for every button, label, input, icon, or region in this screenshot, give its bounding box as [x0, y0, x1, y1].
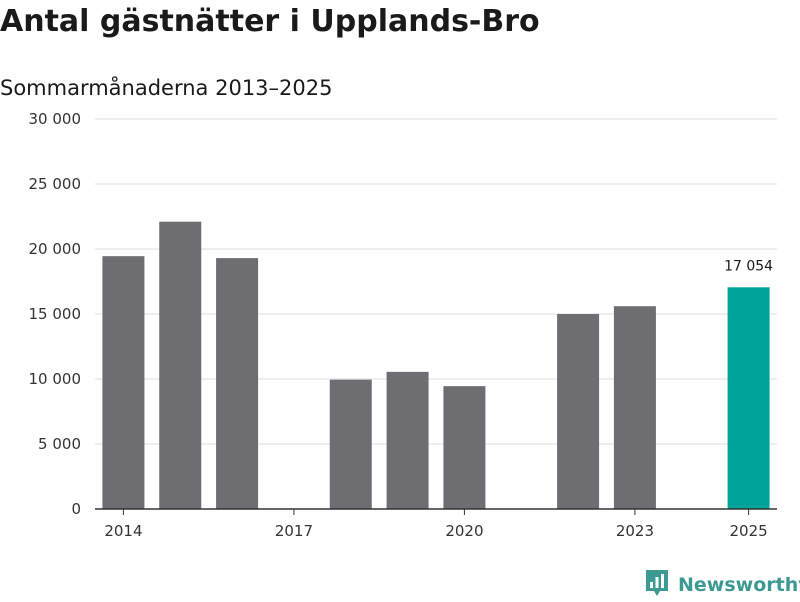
y-tick-label: 20 000: [29, 240, 82, 258]
newsworthy-logo-icon: [644, 568, 670, 602]
gridlines: [95, 118, 777, 445]
bar-highlight: [727, 287, 770, 509]
data-label: 17 054: [724, 258, 773, 274]
bar: [386, 371, 429, 509]
bar: [216, 258, 259, 509]
y-axis-tick-labels: 0 5 000 10 000 15 000 20 000 25 000 30 000: [29, 110, 82, 518]
y-tick-label: 0: [71, 500, 81, 518]
bars: [102, 221, 770, 509]
data-labels: 17 054: [724, 258, 773, 274]
y-tick-label: 5 000: [38, 435, 81, 453]
y-tick-label: 15 000: [29, 305, 82, 323]
x-axis-tick-labels: 2014 2017 2020 2023 2025: [104, 509, 768, 540]
x-tick-label: 2014: [104, 522, 142, 540]
x-tick-label: 2017: [275, 522, 313, 540]
x-tick-label: 2020: [445, 522, 483, 540]
bar: [102, 256, 145, 509]
bar: [159, 221, 202, 509]
bar: [329, 379, 372, 509]
x-tick-label: 2025: [729, 522, 767, 540]
newsworthy-logo: Newsworthy: [644, 570, 800, 600]
newsworthy-logo-text: Newsworthy: [678, 574, 800, 596]
chart-title: Antal gästnätter i Upplands-Bro: [0, 4, 540, 39]
y-tick-label: 30 000: [29, 110, 82, 128]
bar: [557, 314, 600, 509]
bar: [613, 306, 656, 509]
y-tick-label: 25 000: [29, 175, 82, 193]
bar: [443, 386, 486, 509]
x-tick-label: 2023: [616, 522, 654, 540]
y-tick-label: 10 000: [29, 370, 82, 388]
chart-subtitle: Sommarmånaderna 2013–2025: [0, 76, 333, 100]
